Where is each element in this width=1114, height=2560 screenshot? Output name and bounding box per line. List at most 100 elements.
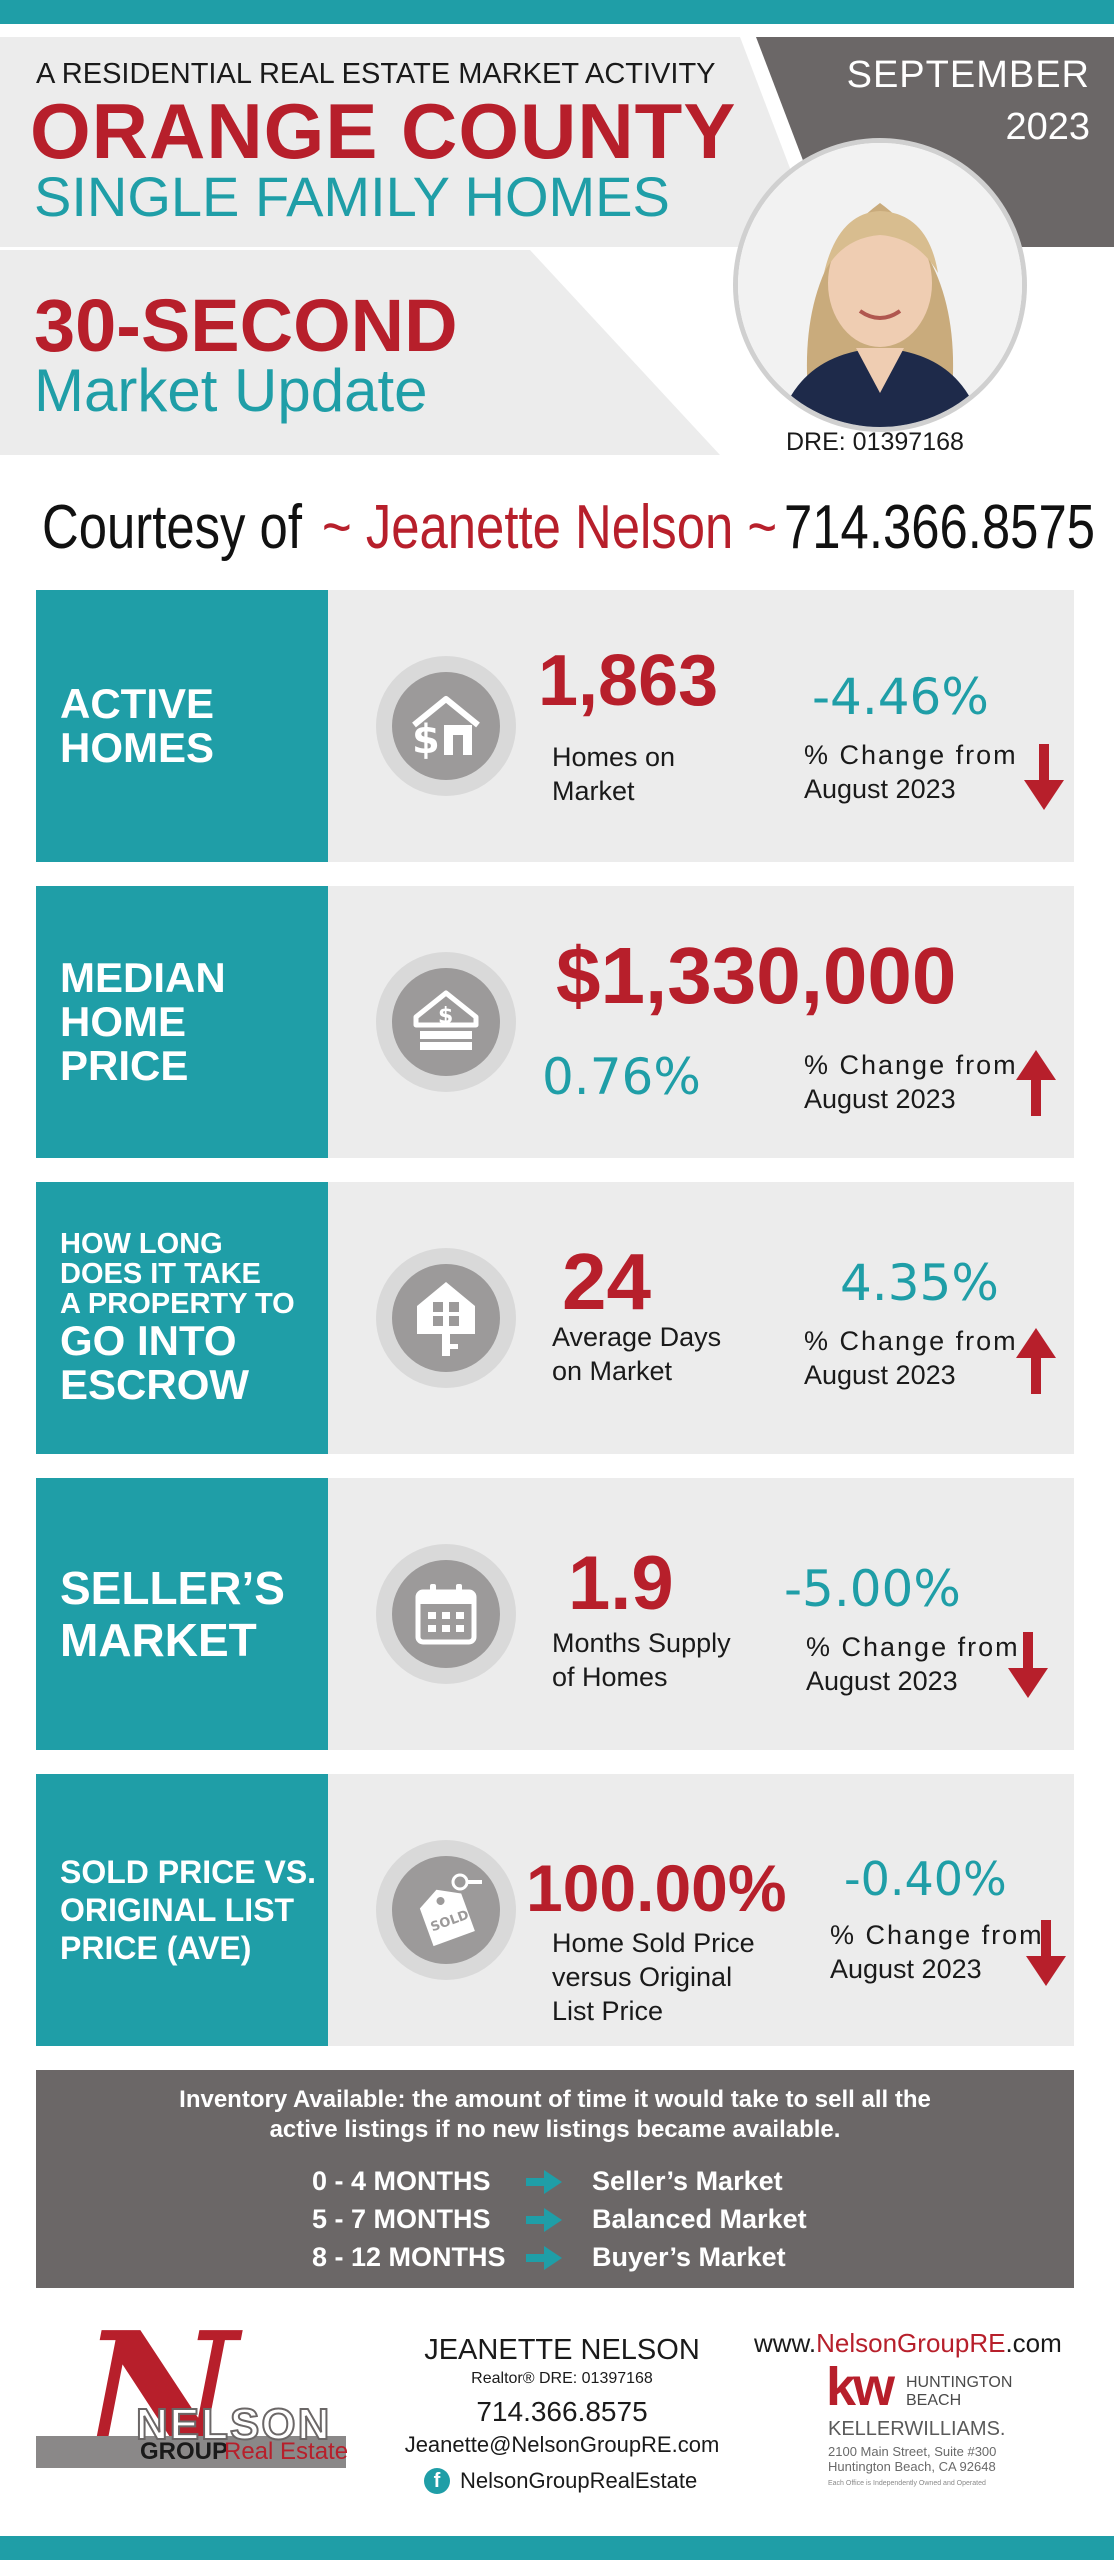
inventory-market: Balanced Market bbox=[592, 2204, 807, 2234]
header-county: ORANGE COUNTY bbox=[30, 87, 737, 175]
row-label-line: HOME bbox=[60, 998, 186, 1045]
row-label-escrow: HOW LONG DOES IT TAKE A PROPERTY TO GO I… bbox=[36, 1182, 328, 1454]
median-price-change-label: % Change from August 2023 bbox=[804, 1050, 1018, 1114]
active-homes-desc: Homes on Market bbox=[552, 742, 676, 806]
agent-portrait-icon bbox=[738, 143, 1022, 427]
courtesy-phone: 714.366.8575 bbox=[784, 493, 1095, 562]
house-money-icon-badge: $ bbox=[376, 952, 516, 1092]
kw-address: 2100 Main Street, Suite #300 Huntington … bbox=[828, 2444, 997, 2474]
logo-band bbox=[36, 2436, 346, 2468]
row-label-line: ESCROW bbox=[60, 1361, 249, 1408]
arrow-down-icon bbox=[1008, 1632, 1048, 1698]
footer-agent-name: JEANETTE NELSON bbox=[424, 2334, 700, 2366]
house-dollar-icon-badge: $ bbox=[376, 656, 516, 796]
inventory-range: 8 - 12 MONTHS bbox=[312, 2242, 506, 2272]
arrow-down-icon bbox=[1024, 744, 1064, 810]
arrow-up-icon bbox=[1016, 1328, 1056, 1394]
sold-vs-list-value: 100.00% bbox=[526, 1851, 787, 1925]
active-homes-value: 1,863 bbox=[538, 641, 719, 721]
update-subtitle: Market Update bbox=[34, 357, 428, 424]
median-price-change: 0.76% bbox=[542, 1048, 701, 1106]
house-money-icon: $ bbox=[413, 990, 479, 1050]
inventory-market: Buyer’s Market bbox=[592, 2242, 786, 2272]
escrow-days-value: 24 bbox=[562, 1237, 651, 1326]
row-label-line: ACTIVE bbox=[60, 680, 215, 727]
arrow-up-icon bbox=[1016, 1050, 1056, 1116]
active-homes-change-label: % Change from August 2023 bbox=[804, 740, 1018, 804]
kw-logo-mark: kw bbox=[826, 2357, 895, 2417]
escrow-days-desc: Average Days on Market bbox=[552, 1322, 722, 1386]
escrow-change-label: % Change from August 2023 bbox=[804, 1326, 1018, 1390]
months-supply-change: -5.00% bbox=[784, 1560, 961, 1618]
agent-photo bbox=[738, 143, 1022, 427]
row-label-line: MARKET bbox=[60, 1614, 257, 1666]
month-label: SEPTEMBER bbox=[846, 54, 1090, 96]
row-label-line: PRICE bbox=[60, 1042, 189, 1089]
calendar-icon-badge bbox=[376, 1544, 516, 1684]
sold-vs-list-desc: Home Sold Price versus Original List Pri… bbox=[552, 1928, 755, 2026]
months-supply-change-label: % Change from August 2023 bbox=[806, 1632, 1020, 1696]
arrow-right-icon bbox=[526, 2170, 562, 2194]
median-price-value: $1,330,000 bbox=[556, 931, 957, 1020]
svg-text:$: $ bbox=[412, 717, 440, 761]
logo-group: GROUP bbox=[140, 2438, 229, 2465]
arrow-right-icon bbox=[526, 2246, 562, 2270]
courtesy-prefix: Courtesy of bbox=[42, 493, 302, 562]
row-label-sold-vs-list: SOLD PRICE VS. ORIGINAL LIST PRICE (AVE) bbox=[36, 1774, 328, 2046]
sold-vs-list-change: -0.40% bbox=[844, 1852, 1007, 1906]
header-subtitle: SINGLE FAMILY HOMES bbox=[34, 165, 670, 228]
row-label-line: A PROPERTY TO bbox=[60, 1288, 295, 1320]
inventory-definition-line2: active listings if no new listings becam… bbox=[269, 2116, 841, 2143]
courtesy-name: ~ Jeanette Nelson ~ bbox=[322, 493, 778, 562]
dre-number: DRE: 01397168 bbox=[786, 428, 964, 456]
row-label-line: PRICE (AVE) bbox=[60, 1930, 252, 1966]
inventory-range: 0 - 4 MONTHS bbox=[312, 2166, 491, 2196]
inventory-market: Seller’s Market bbox=[592, 2166, 783, 2196]
update-title: 30-SECOND bbox=[34, 284, 458, 367]
nelson-group-logo: N NELSON GROUP Real Estate bbox=[36, 2310, 349, 2490]
top-accent-bar bbox=[0, 0, 1114, 24]
sold-tag-icon-badge: SOLD bbox=[376, 1840, 516, 1980]
arrow-right-icon bbox=[526, 2208, 562, 2232]
inventory-range: 5 - 7 MONTHS bbox=[312, 2204, 491, 2234]
footer-agent-title: Realtor® DRE: 01397168 bbox=[471, 2370, 653, 2387]
kw-brand: KELLERWILLIAMS. bbox=[828, 2418, 1006, 2440]
months-supply-value: 1.9 bbox=[568, 1541, 674, 1626]
sold-tag-icon: SOLD bbox=[419, 1873, 482, 1947]
inventory-definition-line1: Inventory Available: the amount of time … bbox=[179, 2086, 931, 2113]
facebook-icon[interactable]: f bbox=[424, 2468, 450, 2494]
row-label-line: HOW LONG bbox=[60, 1228, 223, 1260]
row-label-line: GO INTO bbox=[60, 1317, 237, 1364]
row-label-line: SOLD PRICE VS. bbox=[60, 1854, 317, 1890]
header-kicker: A RESIDENTIAL REAL ESTATE MARKET ACTIVIT… bbox=[36, 58, 716, 90]
footer-phone[interactable]: 714.366.8575 bbox=[476, 2396, 648, 2427]
row-label-sellers-market: SELLER’S MARKET bbox=[36, 1478, 328, 1750]
footer-website[interactable]: www.NelsonGroupRE.com bbox=[754, 2328, 1062, 2358]
house-key-icon-badge bbox=[376, 1248, 516, 1388]
year-label: 2023 bbox=[1005, 106, 1090, 148]
house-dollar-icon: $ bbox=[412, 696, 480, 761]
row-label-line: HOMES bbox=[60, 724, 215, 771]
house-key-icon bbox=[417, 1282, 475, 1356]
logo-real-estate: Real Estate bbox=[224, 2438, 349, 2465]
escrow-change: 4.35% bbox=[840, 1254, 999, 1312]
sold-vs-list-change-label: % Change from August 2023 bbox=[830, 1920, 1044, 1984]
row-label-active-homes: ACTIVE HOMES bbox=[36, 590, 328, 862]
calendar-icon bbox=[415, 1584, 477, 1645]
arrow-down-icon bbox=[1026, 1920, 1066, 1986]
row-label-median-price: MEDIAN HOME PRICE bbox=[36, 886, 328, 1158]
kw-disclaimer: Each Office is Independently Owned and O… bbox=[828, 2480, 986, 2487]
row-label-line: MEDIAN bbox=[60, 954, 226, 1001]
header-title-panel bbox=[0, 37, 820, 247]
bottom-accent-bar bbox=[0, 2536, 1114, 2560]
months-supply-desc: Months Supply of Homes bbox=[552, 1628, 731, 1692]
kw-office-city: HUNTINGTON BEACH bbox=[906, 2374, 1013, 2409]
active-homes-change: -4.46% bbox=[812, 668, 989, 726]
footer-email[interactable]: Jeanette@NelsonGroupRE.com bbox=[404, 2432, 720, 2457]
row-label-line: SELLER’S bbox=[60, 1562, 285, 1614]
footer-facebook[interactable]: NelsonGroupRealEstate bbox=[460, 2468, 698, 2493]
logo-nelson: NELSON bbox=[135, 2399, 332, 2450]
svg-text:$: $ bbox=[438, 1004, 453, 1029]
row-label-line: DOES IT TAKE bbox=[60, 1258, 261, 1290]
row-label-line: ORIGINAL LIST bbox=[60, 1892, 295, 1928]
